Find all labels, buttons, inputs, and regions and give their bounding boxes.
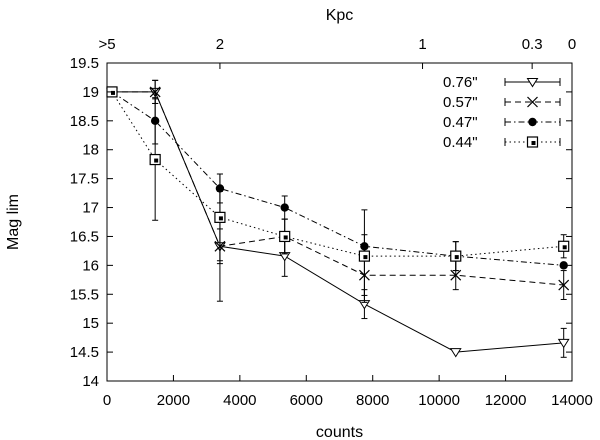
x2-axis-title: Kpc	[326, 7, 354, 24]
series-line	[111, 91, 564, 266]
x-tick-label: 8000	[356, 392, 389, 409]
x-axis-title: counts	[316, 424, 363, 440]
data-point-fill	[154, 158, 159, 163]
series-2	[106, 79, 570, 302]
y-tick-label: 15	[82, 315, 99, 332]
data-point	[449, 348, 462, 358]
data-point	[450, 269, 462, 281]
x-tick-label: 14000	[551, 392, 593, 409]
x2-tick-label: 0	[568, 36, 576, 53]
x-tick-label: 2000	[157, 392, 190, 409]
x-tick-label: 0	[103, 392, 111, 409]
data-point	[279, 230, 291, 243]
data-point-stroke	[450, 269, 462, 281]
legend: 0.76" 0.57" 0.47" 0.44"	[443, 74, 561, 151]
data-point	[214, 211, 226, 223]
x2-tick-label: 2	[216, 36, 224, 53]
data-point-stroke	[558, 279, 570, 291]
series-4	[106, 86, 570, 303]
legend-item: 0.44"	[443, 134, 561, 151]
legend-label: 0.47"	[443, 114, 478, 131]
legend-item: 0.57"	[443, 94, 561, 111]
data-point-stroke	[527, 96, 538, 108]
data-point-fill	[363, 255, 368, 260]
data-point-fill	[454, 255, 459, 260]
data-point	[149, 86, 161, 98]
x-tick-label: 6000	[290, 392, 323, 409]
data-point	[558, 279, 570, 291]
data-point	[528, 117, 537, 127]
y-tick-label: 14	[82, 373, 99, 390]
x2-tick-label: 1	[418, 36, 426, 53]
plot-frame	[106, 62, 573, 382]
data-point	[557, 338, 570, 349]
x-tick-label: 12000	[485, 392, 527, 409]
data-point	[559, 261, 568, 270]
x-tick-label: 10000	[418, 392, 460, 409]
data-point-fill	[531, 141, 536, 145]
legend-item: 0.47"	[443, 114, 561, 131]
legend-item: 0.76"	[443, 74, 561, 91]
series-layer	[106, 79, 570, 358]
data-point	[526, 78, 539, 88]
data-point	[280, 203, 289, 212]
y-tick-label: 15.5	[70, 286, 99, 303]
series-line	[111, 91, 564, 286]
data-point	[558, 240, 570, 252]
y-axis-title: Mag lim	[5, 194, 22, 250]
x2-tick-label: 0.3	[522, 36, 543, 53]
series-line	[111, 91, 564, 353]
data-point-fill	[110, 90, 115, 95]
y-tick-label: 19.5	[70, 55, 99, 72]
ticks-layer: 0 2000 4000 6000 8000 10000 12000 14000 14 14.5 15…	[70, 36, 593, 409]
y-tick-label: 18	[82, 142, 99, 159]
y-tick-label: 16.5	[70, 228, 99, 245]
series-line	[111, 91, 564, 257]
x2-tick-label: >5	[98, 36, 115, 53]
series-1	[106, 79, 570, 358]
data-point-stroke	[149, 86, 161, 98]
legend-label: 0.44"	[443, 134, 478, 151]
y-tick-label: 16	[82, 257, 99, 274]
data-point-fill	[218, 216, 223, 221]
data-point	[358, 250, 371, 262]
data-point	[149, 153, 161, 166]
data-point	[450, 250, 462, 262]
y-tick-label: 17.5	[70, 171, 99, 188]
y-tick-label: 14.5	[70, 344, 99, 361]
y-tick-label: 19	[82, 84, 99, 101]
data-point-fill	[562, 245, 567, 250]
x-tick-label: 4000	[223, 392, 256, 409]
data-point	[527, 96, 538, 108]
data-point	[526, 136, 539, 148]
legend-label: 0.76"	[443, 74, 478, 91]
y-tick-label: 17	[82, 200, 99, 217]
data-point-fill	[283, 235, 288, 240]
legend-label: 0.57"	[443, 94, 478, 111]
y-tick-label: 18.5	[70, 113, 99, 130]
